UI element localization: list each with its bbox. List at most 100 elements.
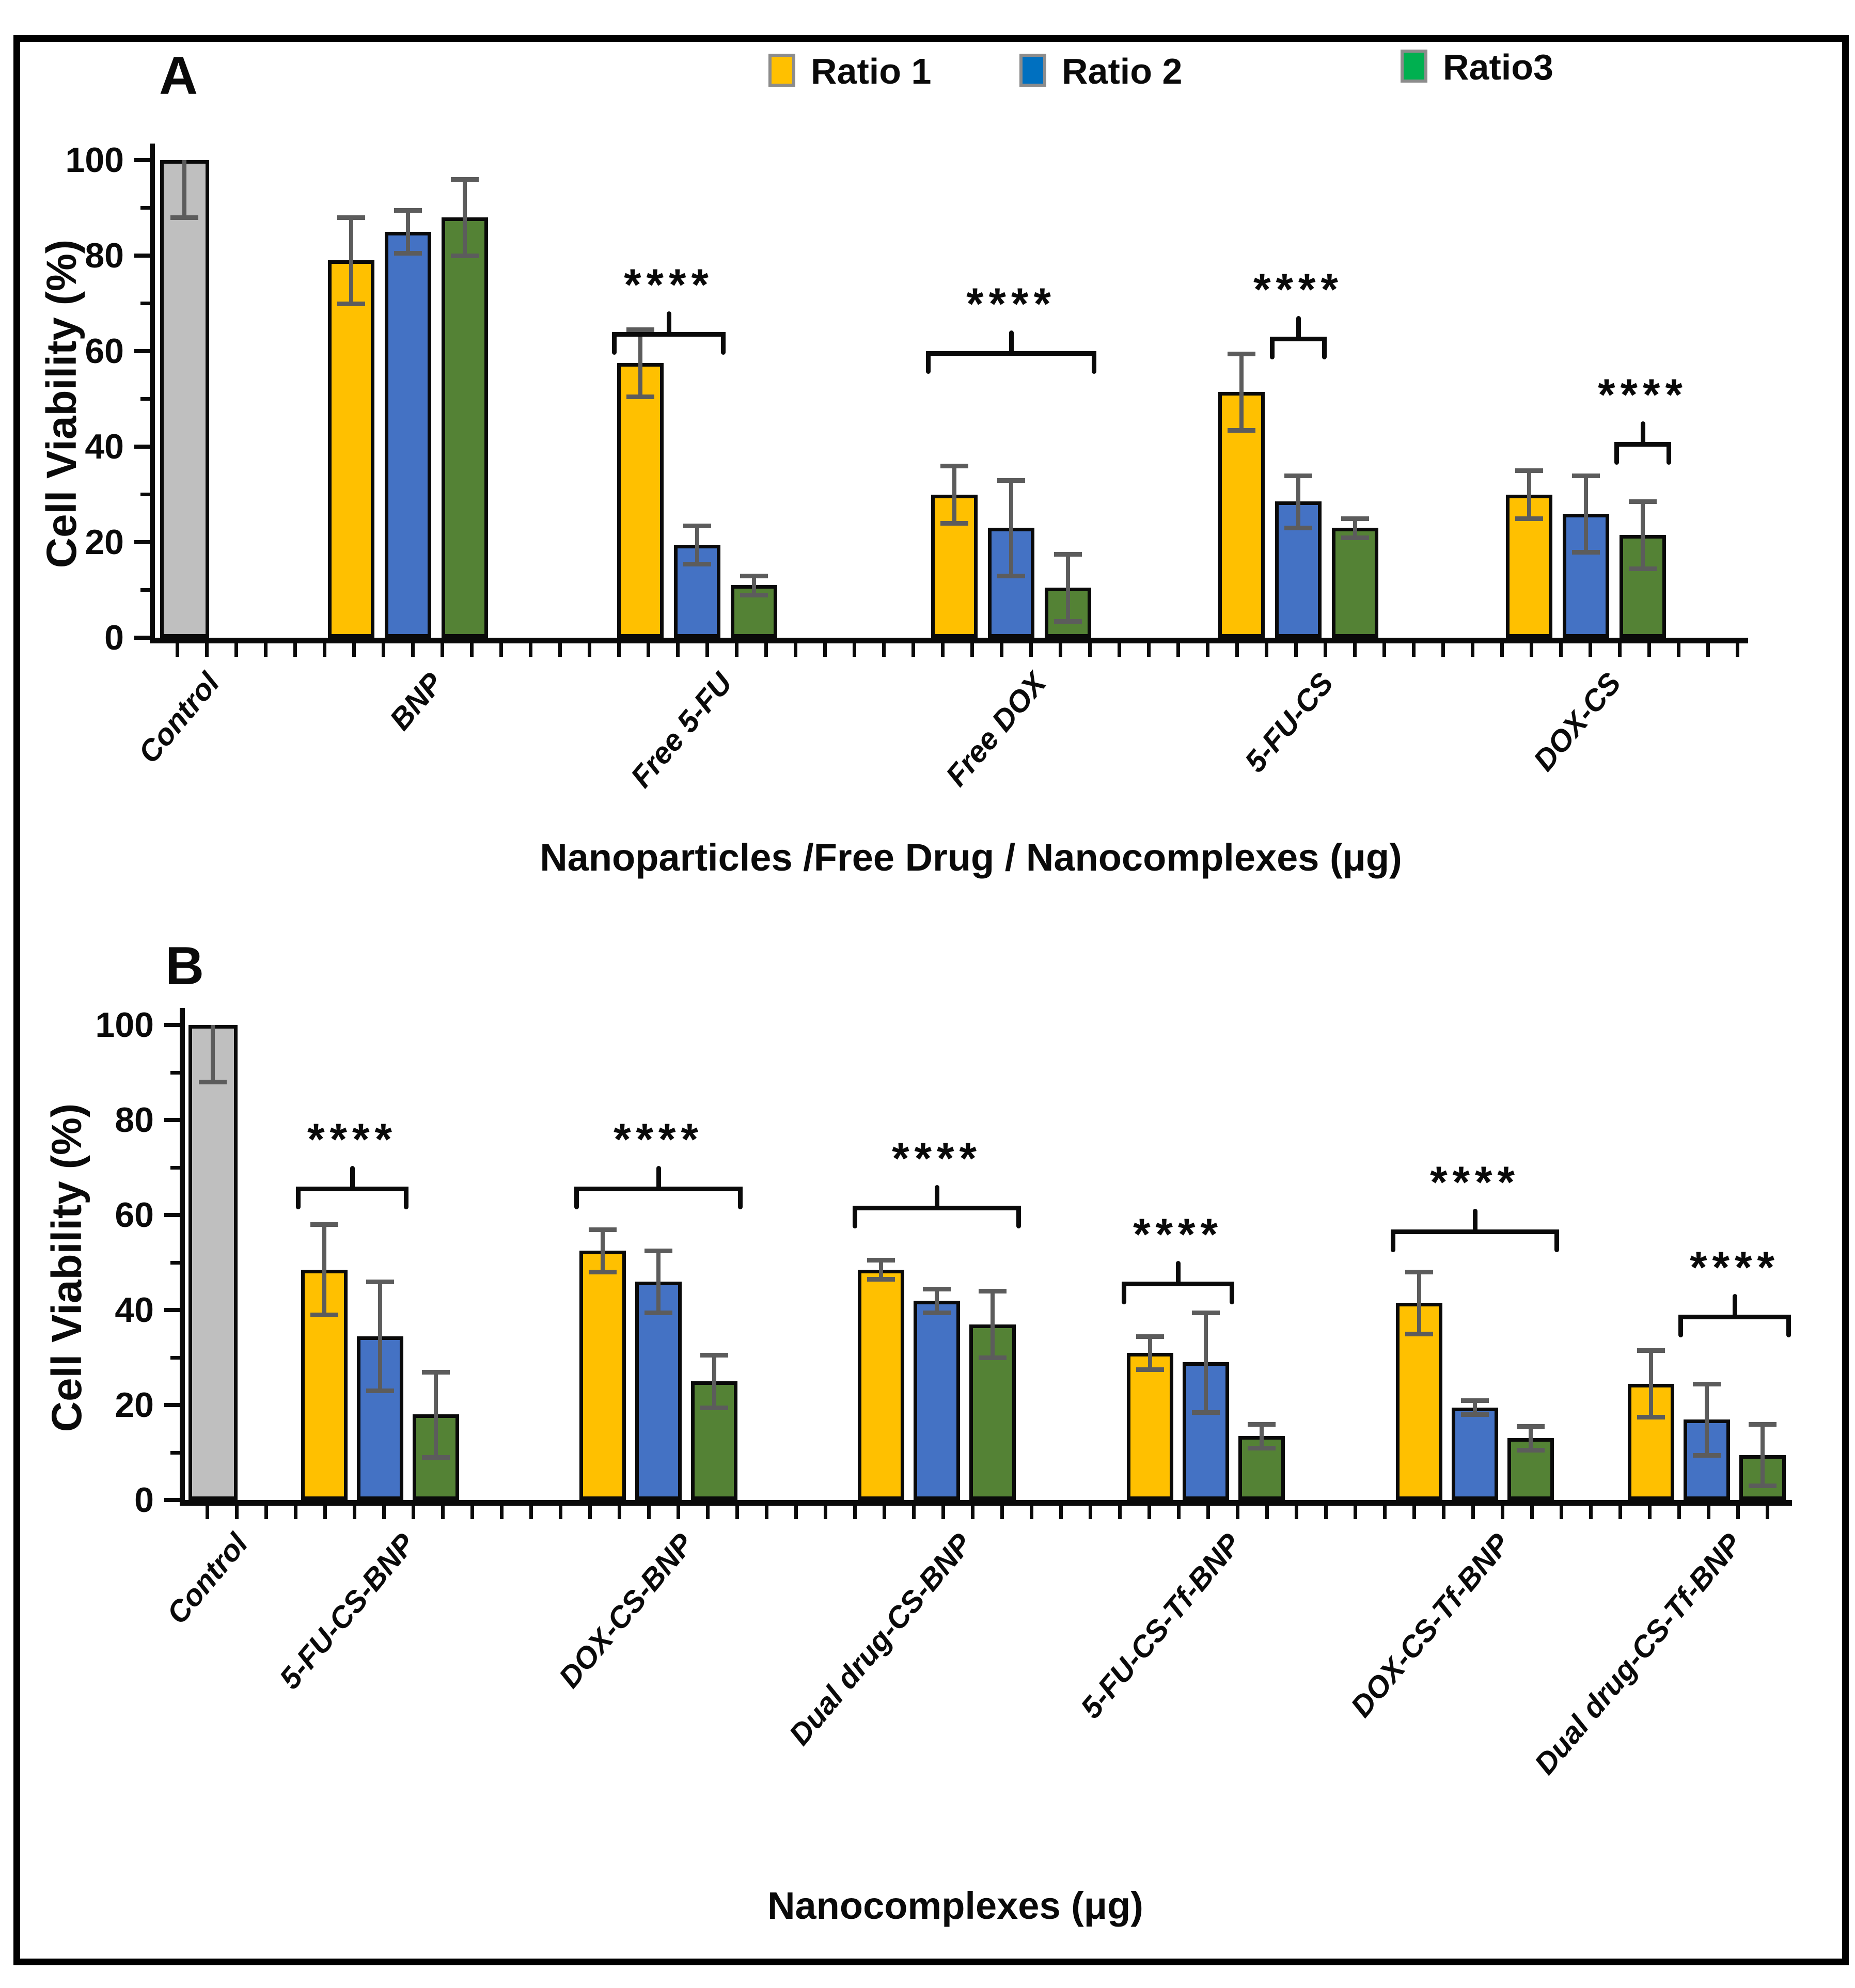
- x-tick: [353, 1506, 356, 1519]
- x-tick: [382, 643, 385, 657]
- error-bar-cap: [997, 478, 1025, 483]
- error-bar-cap: [683, 561, 711, 566]
- x-tick: [735, 1506, 739, 1519]
- bar: [385, 231, 431, 638]
- x-tick: [764, 643, 768, 657]
- y-tick: [164, 1403, 180, 1407]
- bar: [1218, 391, 1265, 638]
- error-bar-line: [712, 1355, 716, 1408]
- x-tick: [1471, 643, 1474, 657]
- error-bar-line: [1529, 1426, 1533, 1450]
- error-bar-cap: [1054, 552, 1082, 557]
- panel-b-x-axis-title: Nanocomplexes (μg): [767, 1884, 1143, 1927]
- x-tick: [235, 1506, 239, 1519]
- x-axis-line: [180, 1500, 1792, 1506]
- error-bar-cap: [626, 394, 654, 399]
- x-tick: [617, 643, 621, 657]
- error-bar-cap: [1749, 1484, 1777, 1489]
- significance-bracket-nub: [1009, 330, 1014, 351]
- significance-bracket-end: [1270, 337, 1275, 360]
- x-tick: [1030, 1506, 1033, 1519]
- x-tick: [1442, 1506, 1445, 1519]
- error-bar-line: [1009, 480, 1013, 576]
- x-tick: [559, 1506, 562, 1519]
- x-tick: [352, 643, 356, 657]
- x-tick: [1707, 1506, 1710, 1519]
- x-tick: [1324, 643, 1327, 657]
- error-bar-cap: [1515, 516, 1543, 521]
- significance-bracket: [1391, 1229, 1559, 1234]
- significance-bracket-nub: [666, 311, 671, 332]
- bar: [328, 260, 374, 638]
- error-bar-cap: [451, 254, 479, 258]
- significance-stars: ****: [1598, 370, 1688, 420]
- error-bar-cap: [1629, 499, 1657, 504]
- x-tick: [1500, 643, 1504, 657]
- error-bar-cap: [644, 1249, 672, 1253]
- x-tick: [234, 643, 238, 657]
- error-bar-line: [638, 329, 642, 397]
- y-tick: [140, 493, 150, 496]
- significance-bracket-end: [1230, 1281, 1234, 1304]
- error-bar-cap: [740, 573, 768, 578]
- y-tick-label: 100: [95, 1005, 154, 1045]
- error-bar-cap: [1517, 1424, 1545, 1429]
- x-tick: [1265, 643, 1268, 657]
- error-bar-cap: [1461, 1412, 1489, 1417]
- error-bar-line: [1584, 475, 1588, 552]
- error-bar-cap: [1405, 1332, 1433, 1336]
- x-tick: [1382, 643, 1386, 657]
- x-tick: [529, 643, 532, 657]
- y-tick: [140, 206, 150, 210]
- bar: [301, 1269, 348, 1500]
- significance-stars: ****: [614, 1114, 703, 1164]
- x-tick: [1265, 1506, 1269, 1519]
- x-tick: [1647, 643, 1651, 657]
- x-tick: [705, 643, 709, 657]
- x-tick: [1177, 1506, 1181, 1519]
- error-bar-cap: [700, 1353, 728, 1358]
- x-tick: [1000, 643, 1003, 657]
- x-tick: [1088, 643, 1092, 657]
- significance-bracket: [612, 332, 726, 337]
- bar: [969, 1324, 1016, 1500]
- legend-label: Ratio 1: [811, 51, 932, 91]
- significance-bracket: [1270, 337, 1327, 342]
- x-tick: [1501, 1506, 1504, 1519]
- error-bar-cap: [1572, 549, 1600, 555]
- error-bar-cap: [700, 1405, 728, 1410]
- x-tick: [382, 1506, 386, 1519]
- error-bar-cap: [1136, 1367, 1164, 1372]
- bar: [617, 363, 664, 638]
- error-bar-cap: [366, 1279, 394, 1284]
- error-bar-line: [1353, 518, 1357, 538]
- error-bar-cap: [626, 327, 654, 333]
- y-tick: [170, 1260, 180, 1265]
- error-bar-line: [1148, 1336, 1152, 1369]
- bar: [635, 1281, 682, 1500]
- ratio2-swatch-icon: [1019, 54, 1046, 87]
- x-tick: [706, 1506, 710, 1519]
- y-tick: [164, 1498, 180, 1502]
- error-bar-line: [378, 1281, 382, 1391]
- bar: [858, 1269, 904, 1500]
- significance-stars: ****: [1690, 1243, 1780, 1293]
- error-bar-cap: [1341, 516, 1369, 521]
- y-tick-label: 60: [85, 332, 124, 371]
- x-tick: [1412, 643, 1416, 657]
- error-bar-line: [463, 179, 467, 256]
- error-bar-cap: [867, 1277, 895, 1282]
- x-tick: [1706, 643, 1710, 657]
- error-bar-cap: [366, 1389, 394, 1394]
- x-tick: [823, 643, 827, 657]
- error-bar-line: [434, 1371, 438, 1458]
- x-tick: [1147, 1506, 1151, 1519]
- x-tick: [1618, 643, 1622, 657]
- x-tick: [941, 1506, 945, 1519]
- x-tick: [1618, 1506, 1622, 1519]
- error-bar-line: [1760, 1424, 1765, 1486]
- panel-a-letter: A: [159, 46, 198, 106]
- y-tick: [170, 1165, 180, 1170]
- x-tick: [647, 643, 650, 657]
- y-tick-label: 80: [115, 1100, 154, 1140]
